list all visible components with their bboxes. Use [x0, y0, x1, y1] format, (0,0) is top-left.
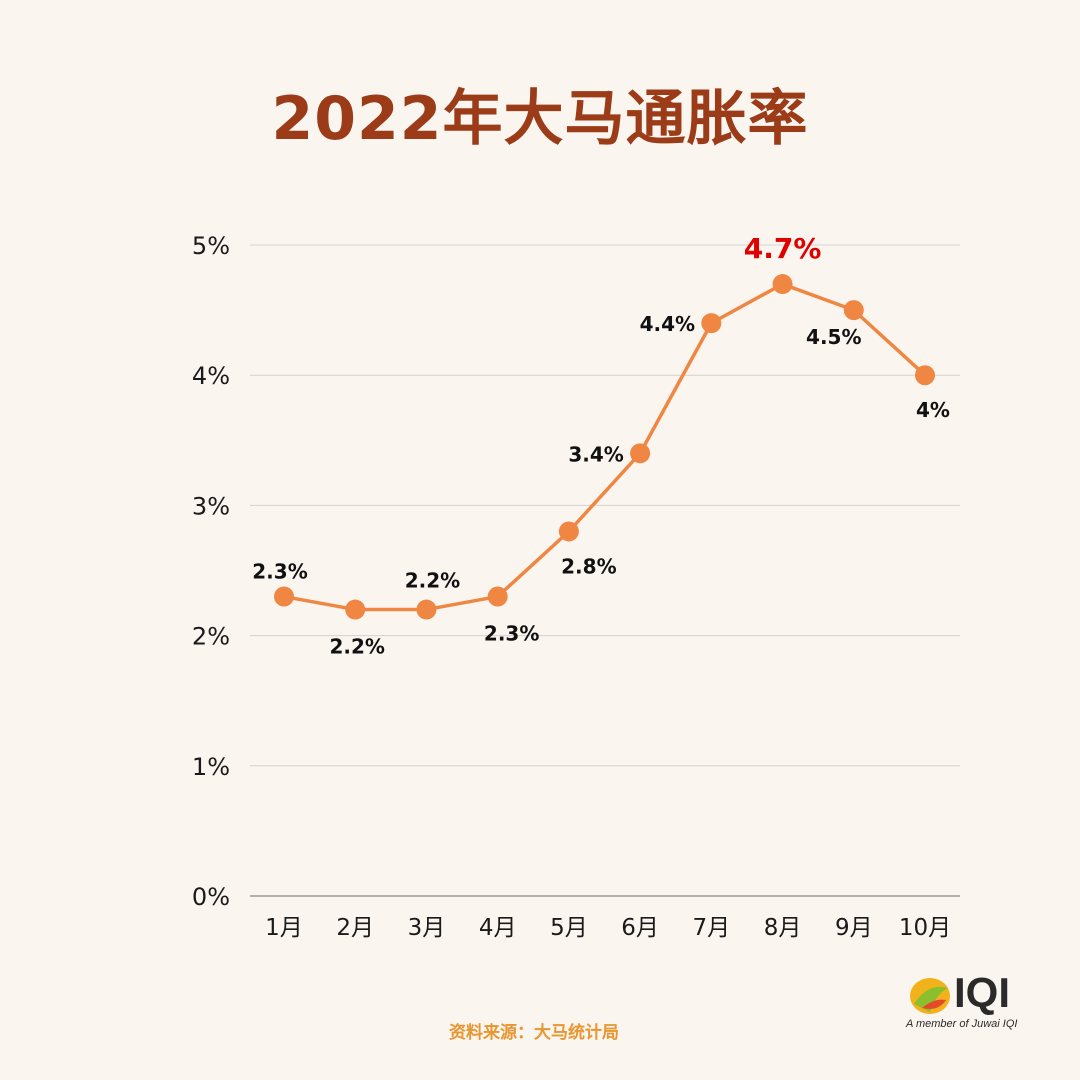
data-point [487, 586, 508, 607]
x-tick-label: 2月 [336, 915, 374, 941]
x-tick-label: 4月 [479, 915, 517, 941]
logo-tagline: A member of Juwai IQI [906, 1018, 1018, 1030]
data-point [772, 274, 793, 295]
x-tick-label: 10月 [899, 915, 951, 941]
x-tick-label: 5月 [550, 915, 588, 941]
x-tick-label: 6月 [621, 915, 659, 941]
logo-text: IQI [954, 969, 1011, 1016]
data-point [416, 599, 437, 620]
source-note: 资料来源：大马统计局 [449, 1023, 619, 1043]
y-tick-label: 4% [192, 362, 230, 390]
data-label-highlight: 4.7% [744, 232, 822, 265]
data-point [915, 365, 935, 386]
data-label: 2.3% [484, 622, 539, 646]
x-tick-label: 1月 [265, 915, 303, 941]
inflation-line [283, 282, 927, 612]
data-point [843, 300, 864, 321]
iqi-leaf-logo-icon [910, 978, 950, 1014]
x-tick-label: 8月 [764, 915, 802, 941]
data-point [630, 443, 651, 464]
data-label: 4% [916, 398, 950, 422]
data-label: 4.4% [640, 312, 695, 336]
x-tick-label: 9月 [835, 915, 873, 941]
data-label: 2.3% [252, 560, 307, 584]
y-tick-label: 2% [192, 623, 230, 651]
data-point [558, 521, 579, 542]
x-tick-label: 3月 [408, 915, 446, 941]
data-label: 2.2% [405, 569, 460, 593]
y-tick-label: 3% [192, 492, 230, 520]
data-label: 4.5% [806, 325, 861, 349]
y-tick-label: 5% [192, 232, 230, 260]
data-label: 2.8% [561, 554, 616, 578]
data-label: 3.4% [568, 442, 623, 466]
y-tick-label: 0% [192, 883, 230, 911]
y-tick-label: 1% [192, 753, 230, 781]
x-tick-label: 7月 [693, 915, 731, 941]
chart-title: 2022年大马通胀率 [271, 84, 809, 154]
data-label: 2.2% [329, 635, 384, 659]
data-point [345, 599, 366, 620]
data-point [274, 586, 294, 607]
data-point [701, 313, 722, 334]
